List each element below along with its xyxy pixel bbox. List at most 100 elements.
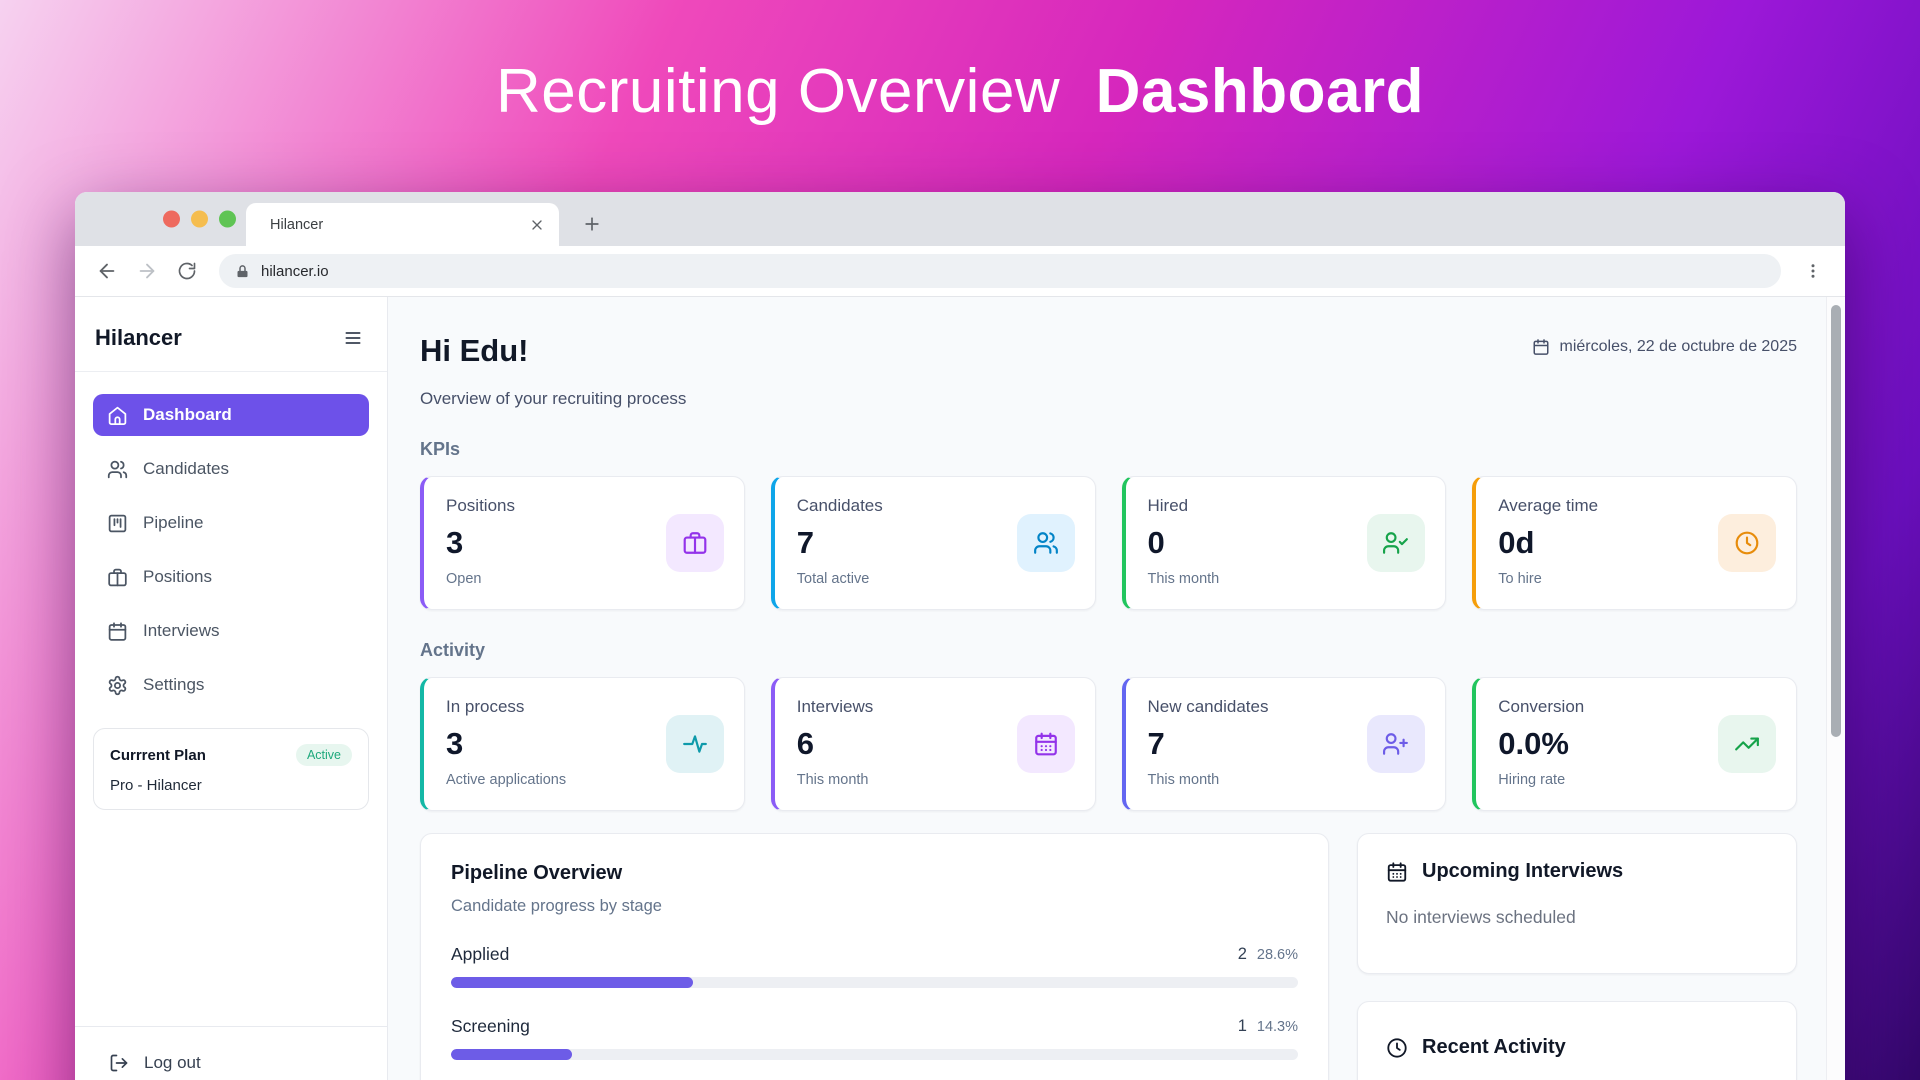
activity-pulse-icon <box>665 715 724 773</box>
stage-progress-fill <box>451 977 694 988</box>
main-content: Hi Edu! miércoles, 22 de octubre de 2025… <box>388 297 1845 1080</box>
calendar-icon <box>107 621 128 642</box>
browser-tab-strip: Hilancer <box>75 192 1845 246</box>
hamburger-menu-icon[interactable] <box>343 328 363 348</box>
plan-name: Pro - Hilancer <box>110 777 202 794</box>
url-text: hilancer.io <box>261 262 329 280</box>
current-plan-card: Currrent Plan Active Pro - Hilancer <box>93 728 369 810</box>
kpi-value: 3 <box>446 525 464 560</box>
activity-value: 6 <box>796 726 814 761</box>
calendar-icon <box>1387 861 1407 882</box>
activity-subtext: Hiring rate <box>1498 772 1566 788</box>
sidebar-item-label: Positions <box>143 567 212 586</box>
logout-button[interactable]: Log out <box>95 1053 367 1073</box>
scrollbar-thumb[interactable] <box>1831 305 1841 737</box>
activity-title: In process <box>446 697 525 716</box>
briefcase-icon <box>665 514 724 572</box>
plan-card-header: Currrent Plan Active <box>110 744 352 766</box>
tab-close-icon[interactable] <box>529 217 545 233</box>
recent-activity-title: Recent Activity <box>1422 1036 1566 1058</box>
minimize-window-button[interactable] <box>191 210 208 228</box>
scrollbar-track[interactable] <box>1826 297 1845 1080</box>
sidebar-item-label: Settings <box>143 675 205 694</box>
sidebar-footer: Log out <box>75 1026 387 1080</box>
stage-count: 1 <box>1237 1017 1247 1035</box>
greeting-block: Hi Edu! <box>420 333 529 369</box>
sidebar-item-interviews[interactable]: Interviews <box>93 610 369 652</box>
close-window-button[interactable] <box>163 210 180 228</box>
reload-button[interactable] <box>169 253 205 289</box>
stage-label: Applied <box>451 944 510 964</box>
trending-up-icon <box>1718 715 1776 773</box>
sidebar-item-positions[interactable]: Positions <box>93 556 369 598</box>
kpi-title: Candidates <box>796 496 883 515</box>
gear-icon <box>107 675 128 696</box>
sidebar-item-candidates[interactable]: Candidates <box>93 448 369 490</box>
user-check-icon <box>1367 514 1426 572</box>
sidebar: Hilancer Dashboard <box>75 297 388 1080</box>
current-date: miércoles, 22 de octubre de 2025 <box>1532 338 1797 356</box>
no-interviews-text: No interviews scheduled <box>1386 907 1576 927</box>
sidebar-item-dashboard[interactable]: Dashboard <box>93 394 369 436</box>
stage-values: 1 14.3% <box>1238 1017 1298 1036</box>
activity-title: Conversion <box>1498 697 1585 716</box>
user-plus-icon <box>1367 715 1426 773</box>
kpi-card-hired: Hired 0 This month <box>1121 476 1447 610</box>
browser-tab[interactable]: Hilancer <box>246 203 559 246</box>
sidebar-item-label: Dashboard <box>143 405 232 424</box>
activity-card-in-process: In process 3 Active applications <box>420 677 745 811</box>
pipeline-stage-row: Applied 2 28.6% <box>451 944 1298 965</box>
back-button[interactable] <box>89 253 125 289</box>
kpi-title: Hired <box>1147 496 1189 515</box>
maximize-window-button[interactable] <box>219 210 236 228</box>
lock-icon <box>237 264 248 277</box>
kpi-card-average-time: Average time 0d To hire <box>1472 476 1797 610</box>
new-tab-button[interactable] <box>577 209 607 239</box>
upcoming-interviews-header: Upcoming Interviews <box>1386 860 1768 883</box>
back-arrow-icon <box>99 263 115 279</box>
recent-activity-card: Recent Activity <box>1357 1001 1797 1080</box>
sidebar-item-settings[interactable]: Settings <box>93 664 369 706</box>
kpi-subtext: This month <box>1147 571 1220 587</box>
address-bar[interactable]: hilancer.io <box>219 254 1781 288</box>
activity-card-row: In process 3 Active applications Intervi… <box>420 677 1797 811</box>
kebab-menu-icon <box>1811 264 1815 278</box>
forward-button[interactable] <box>129 253 165 289</box>
browser-toolbar: hilancer.io <box>75 246 1845 297</box>
recent-activity-header: Recent Activity <box>1386 1036 1768 1059</box>
app-logo: Hilancer <box>95 325 182 350</box>
activity-value: 0.0% <box>1498 726 1569 761</box>
kpis-section-label: KPIs <box>420 439 461 459</box>
kpi-title: Average time <box>1498 496 1599 515</box>
kanban-icon <box>107 513 128 534</box>
browser-menu-button[interactable] <box>1795 253 1831 289</box>
pipeline-subtitle: Candidate progress by stage <box>451 897 662 915</box>
kpi-card-positions: Positions 3 Open <box>420 476 745 610</box>
logout-label: Log out <box>144 1053 201 1072</box>
activity-value: 7 <box>1147 726 1165 761</box>
kpi-subtext: Open <box>446 571 482 587</box>
sidebar-item-pipeline[interactable]: Pipeline <box>93 502 369 544</box>
sidebar-item-label: Pipeline <box>143 513 204 532</box>
kpi-value: 7 <box>796 525 814 560</box>
activity-title: New candidates <box>1147 697 1269 716</box>
sidebar-item-label: Interviews <box>143 621 220 640</box>
kpi-value: 0d <box>1498 525 1535 560</box>
kpi-card-row: Positions 3 Open Candidates 7 Total acti… <box>420 476 1797 610</box>
activity-section-label: Activity <box>420 640 486 660</box>
activity-card-conversion: Conversion 0.0% Hiring rate <box>1472 677 1797 811</box>
pipeline-title: Pipeline Overview <box>451 862 623 884</box>
upcoming-interviews-card: Upcoming Interviews No interviews schedu… <box>1357 833 1797 974</box>
reload-icon <box>178 262 196 280</box>
tab-title: Hilancer <box>270 216 324 233</box>
browser-window: Hilancer hilancer.io <box>75 192 1845 1080</box>
sidebar-header: Hilancer <box>75 297 387 372</box>
pipeline-overview-card: Pipeline Overview Candidate progress by … <box>420 833 1329 1080</box>
kpi-title: Positions <box>446 496 515 515</box>
page-title-bold: Dashboard <box>1095 57 1425 126</box>
forward-arrow-icon <box>139 263 155 279</box>
page-subtitle: Overview of your recruiting process <box>420 389 687 408</box>
activity-subtext: This month <box>1147 772 1220 788</box>
clock-icon <box>1718 514 1776 572</box>
